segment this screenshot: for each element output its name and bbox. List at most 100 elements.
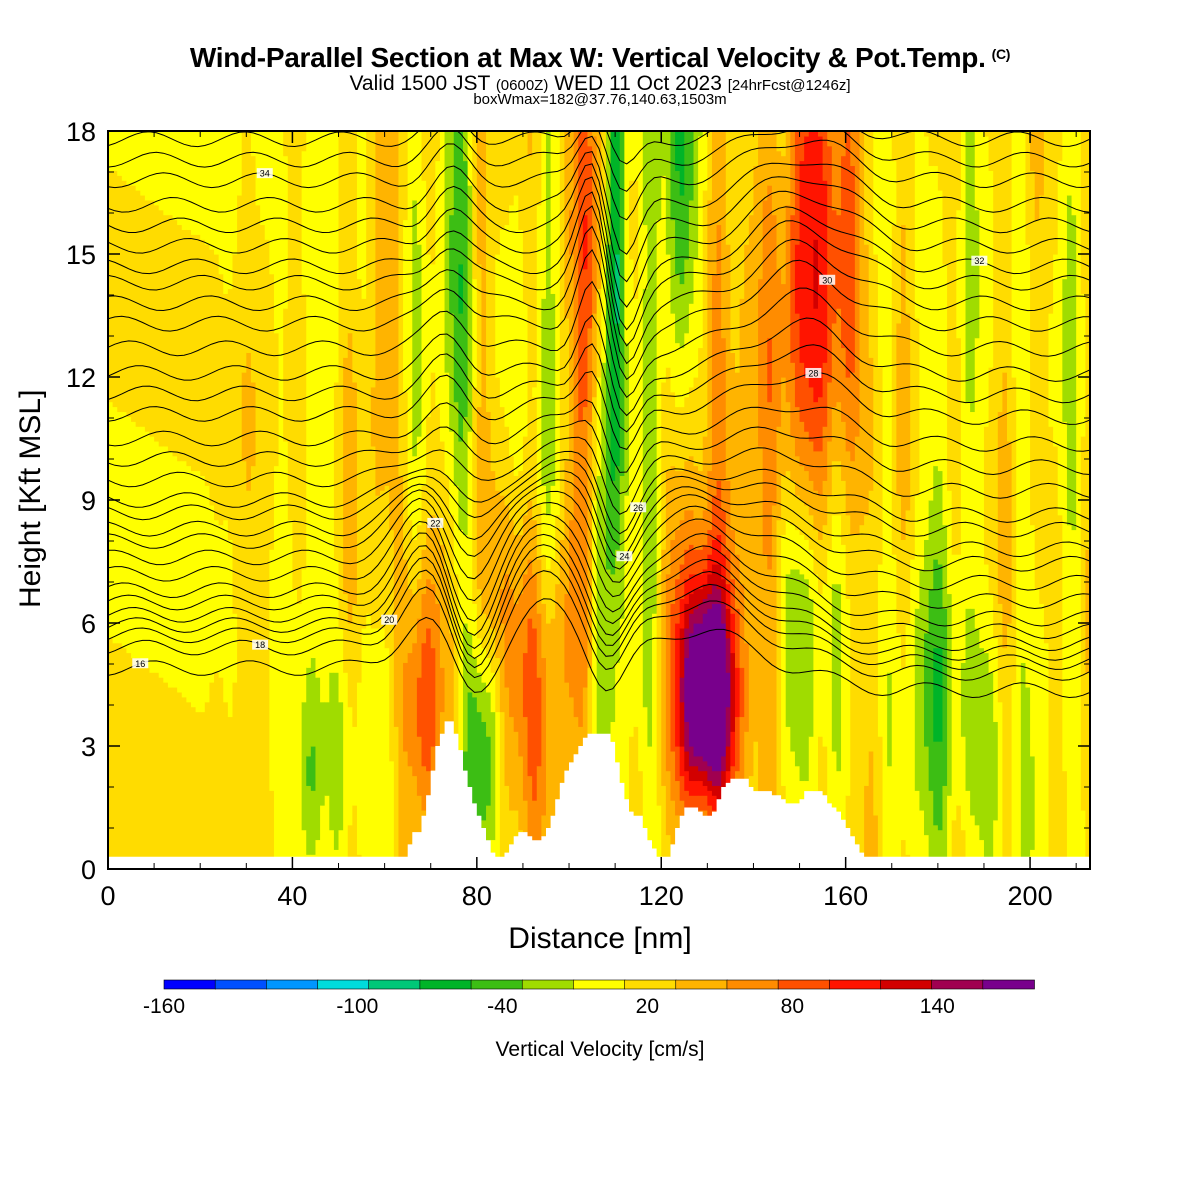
velocity-cell [679, 800, 685, 831]
velocity-cell [416, 677, 423, 737]
velocity-cell [135, 190, 141, 427]
velocity-cell [887, 672, 893, 767]
velocity-cell [564, 593, 570, 683]
velocity-cell [688, 199, 695, 304]
velocity-cell [974, 131, 980, 211]
velocity-cell [117, 131, 123, 176]
velocity-cell [509, 716, 515, 811]
velocity-cell [421, 485, 427, 550]
x-tick-label: 200 [1008, 881, 1053, 911]
velocity-cell [490, 711, 496, 841]
velocity-cell [223, 131, 229, 294]
velocity-cell [366, 131, 372, 614]
colorbar-swatch [573, 979, 626, 990]
velocity-cell [1066, 194, 1073, 526]
velocity-cell [924, 539, 930, 634]
velocity-cell [596, 377, 602, 476]
velocity-cell [711, 583, 718, 604]
velocity-cell [721, 578, 727, 604]
velocity-cell [813, 131, 819, 240]
velocity-cell [467, 131, 473, 186]
velocity-cell [467, 632, 473, 693]
velocity-cell [721, 770, 727, 791]
velocity-cell [131, 421, 137, 659]
velocity-cell [412, 539, 418, 595]
velocity-cell [536, 131, 542, 206]
velocity-cell [1039, 131, 1045, 196]
velocity-cell [126, 652, 132, 869]
velocity-cell [675, 131, 681, 171]
colorbar-swatch [163, 979, 216, 990]
colorbar-tick-label: 20 [636, 995, 659, 1018]
velocity-cell [836, 460, 842, 516]
velocity-cell [817, 131, 824, 137]
velocity-cell [877, 563, 884, 737]
velocity-cell [1080, 809, 1086, 869]
velocity-cell [900, 539, 907, 668]
velocity-cell [647, 746, 653, 869]
velocity-cell [993, 637, 999, 722]
velocity-cell [463, 623, 469, 752]
velocity-cell [702, 190, 708, 437]
velocity-cell [688, 509, 695, 545]
velocity-cell [504, 785, 510, 869]
velocity-cell [845, 514, 851, 599]
velocity-cell [573, 131, 579, 718]
velocity-cell [693, 573, 699, 590]
velocity-cell [1034, 131, 1040, 221]
velocity-cell [679, 598, 685, 629]
theta-contour-line [108, 513, 1090, 627]
theta-contour-label: 34 [256, 168, 273, 179]
velocity-cell [725, 637, 731, 673]
velocity-cell [970, 608, 976, 816]
theta-contour-label: 20 [381, 614, 398, 625]
velocity-cell [762, 554, 768, 869]
velocity-cell [735, 667, 741, 718]
velocity-cell [403, 750, 409, 869]
velocity-cell [675, 273, 681, 344]
velocity-cell [204, 485, 211, 703]
velocity-cell [108, 401, 114, 639]
velocity-cell [675, 406, 681, 472]
velocity-cell [1048, 131, 1054, 314]
velocity-cell [163, 131, 169, 216]
velocity-cell [711, 785, 718, 796]
velocity-cell [896, 322, 902, 496]
velocity-cell [204, 244, 211, 486]
velocity-cell [472, 696, 478, 855]
velocity-cell [1030, 131, 1036, 171]
velocity-cell [467, 431, 473, 634]
x-axis-label: Distance [nm] [508, 922, 692, 955]
velocity-cell [486, 736, 492, 806]
velocity-cell [472, 278, 478, 388]
velocity-cell [541, 485, 547, 555]
colorbar-swatch [266, 979, 319, 990]
velocity-cell [241, 372, 247, 462]
velocity-cell [693, 765, 699, 782]
velocity-cell [426, 254, 432, 417]
velocity-cell [693, 465, 699, 521]
velocity-cell [587, 145, 593, 329]
velocity-cell [375, 495, 381, 629]
velocity-cell [771, 504, 778, 869]
chart-subtitle: Valid 1500 JST (0600Z) WED 11 Oct 2023 [… [0, 73, 1200, 97]
velocity-cell [910, 559, 916, 869]
velocity-cell [854, 436, 861, 536]
velocity-cell [356, 278, 363, 683]
velocity-cell [1080, 131, 1086, 294]
velocity-cell [688, 765, 695, 782]
velocity-cell [688, 780, 695, 796]
velocity-cell [716, 770, 722, 786]
velocity-cell [250, 465, 257, 869]
theta-contour-label: 18 [252, 639, 269, 650]
velocity-cell [324, 701, 330, 796]
velocity-cell [108, 131, 114, 171]
velocity-cell [956, 131, 962, 211]
velocity-cell [135, 426, 141, 659]
velocity-cell [361, 298, 367, 629]
velocity-cell [1071, 131, 1077, 216]
velocity-cell [435, 406, 441, 526]
velocity-cell [347, 131, 353, 334]
velocity-cell [670, 539, 676, 604]
velocity-cell [615, 465, 621, 550]
